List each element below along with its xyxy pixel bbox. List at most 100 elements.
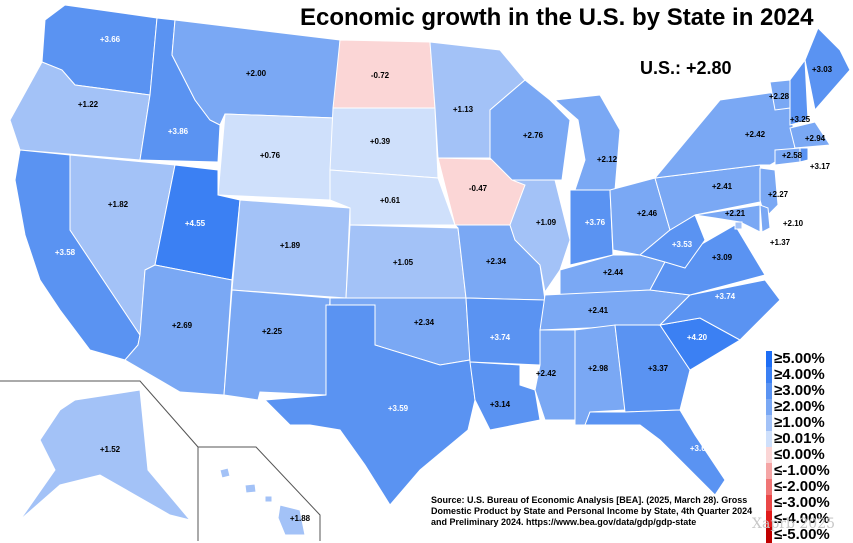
legend-item: ≥5.00% <box>766 351 850 367</box>
legend-label: ≥1.00% <box>774 414 825 431</box>
legend-label: ≥0.01% <box>774 430 825 447</box>
state-MD <box>694 204 761 233</box>
legend-swatch <box>766 383 772 399</box>
state-MA <box>789 121 831 149</box>
state-FL <box>584 409 726 496</box>
state-value-label-MS: +2.42 <box>536 369 557 378</box>
legend-item: ≤0.00% <box>766 447 850 463</box>
state-value-label-MN: +1.13 <box>453 105 474 114</box>
state-value-label-MO: +2.34 <box>486 257 507 266</box>
alaska-inset-frame <box>0 380 199 541</box>
state-value-label-NY: +2.42 <box>745 130 766 139</box>
state-TX <box>263 304 476 506</box>
legend-item: ≤-3.00% <box>766 495 850 511</box>
state-GA <box>614 324 691 413</box>
state-value-label-GA: +3.37 <box>648 364 669 373</box>
state-value-label-RI: +3.17 <box>810 162 831 171</box>
state-value-label-PA: +2.41 <box>712 182 733 191</box>
state-RI <box>799 147 809 163</box>
state-DE <box>759 204 771 233</box>
state-value-label-NM: +2.25 <box>262 327 283 336</box>
legend-swatch <box>766 495 772 511</box>
state-value-label-DE: +2.10 <box>783 219 804 228</box>
state-IN <box>569 189 614 266</box>
state-value-label-ID: +3.86 <box>168 127 189 136</box>
legend-item: ≥1.00% <box>766 415 850 431</box>
legend-label: ≤-1.00% <box>774 462 830 479</box>
legend-item: ≤-1.00% <box>766 463 850 479</box>
state-value-label-CT: +2.58 <box>782 151 803 160</box>
legend-swatch <box>766 527 772 543</box>
state-value-label-MA: +2.94 <box>805 134 826 143</box>
state-value-label-SC: +4.20 <box>687 333 708 342</box>
state-value-label-CA: +3.58 <box>55 248 76 257</box>
state-value-label-WI: +2.76 <box>523 131 544 140</box>
state-value-label-AR: +3.74 <box>490 333 511 342</box>
state-value-label-NV: +1.82 <box>108 200 129 209</box>
legend-label: ≤-4.00% <box>774 510 830 527</box>
legend-label: ≥4.00% <box>774 366 825 383</box>
state-value-label-IA: -0.47 <box>469 184 488 193</box>
state-value-label-AL: +2.98 <box>588 364 609 373</box>
state-value-label-VA: +3.09 <box>712 253 733 262</box>
state-value-label-WA: +3.66 <box>100 35 121 44</box>
state-value-label-WV: +3.53 <box>672 240 693 249</box>
legend-swatch <box>766 351 772 367</box>
state-value-label-FL: +3.62 <box>690 444 711 453</box>
state-HI <box>219 467 306 536</box>
state-value-label-HI: +1.88 <box>290 514 311 523</box>
state-value-label-VT: +2.28 <box>769 92 790 101</box>
legend-item: ≤-2.00% <box>766 479 850 495</box>
state-value-label-NJ: +2.27 <box>768 190 789 199</box>
state-ME <box>804 27 851 112</box>
legend-swatch <box>766 367 772 383</box>
state-value-label-MD: +2.21 <box>725 209 746 218</box>
state-DC <box>734 221 743 230</box>
state-IL <box>509 179 571 294</box>
state-value-label-OK: +2.34 <box>414 318 435 327</box>
legend-swatch <box>766 511 772 527</box>
state-LA <box>469 361 541 431</box>
legend-swatch <box>766 479 772 495</box>
legend-label: ≤-5.00% <box>774 526 830 543</box>
state-value-label-TX: +3.59 <box>388 404 409 413</box>
state-value-label-MI: +2.12 <box>597 155 618 164</box>
legend-swatch <box>766 447 772 463</box>
state-AZ <box>124 264 233 396</box>
state-value-label-OR: +1.22 <box>78 100 99 109</box>
state-value-label-LA: +3.14 <box>490 400 511 409</box>
state-value-label-IN: +3.76 <box>585 218 606 227</box>
state-value-label-IL: +1.09 <box>536 218 557 227</box>
legend-label: ≥5.00% <box>774 350 825 367</box>
state-value-label-OH: +2.46 <box>637 209 658 218</box>
legend-item: ≥2.00% <box>766 399 850 415</box>
legend-label: ≥3.00% <box>774 382 825 399</box>
legend-label: ≤-3.00% <box>774 494 830 511</box>
legend-item: ≤-5.00% <box>766 527 850 543</box>
legend-item: ≤-4.00% <box>766 511 850 527</box>
legend: ≥5.00% ≥4.00% ≥3.00% ≥2.00% ≥1.00% ≥0.01% ≤0.0… <box>766 351 850 543</box>
state-NH <box>789 58 809 126</box>
legend-swatch <box>766 399 772 415</box>
state-AK <box>19 389 192 521</box>
state-NJ <box>759 167 779 219</box>
state-value-label-KS: +1.05 <box>393 258 414 267</box>
state-value-label-NC: +3.74 <box>715 292 736 301</box>
state-value-label-UT: +4.55 <box>185 219 206 228</box>
state-value-label-KY: +2.44 <box>603 268 624 277</box>
hawaii-inset-frame <box>198 446 321 541</box>
state-value-label-DC: +1.37 <box>770 238 791 247</box>
state-value-label-ND: -0.72 <box>371 71 390 80</box>
state-value-label-CO: +1.89 <box>280 241 301 250</box>
legend-item: ≥4.00% <box>766 367 850 383</box>
state-value-label-NE: +0.61 <box>380 196 401 205</box>
state-AR <box>465 297 546 366</box>
state-value-label-TN: +2.41 <box>588 306 609 315</box>
state-value-label-SD: +0.39 <box>370 137 391 146</box>
state-WI <box>489 79 571 181</box>
legend-swatch <box>766 415 772 431</box>
legend-swatch <box>766 463 772 479</box>
state-value-label-MT: +2.00 <box>246 69 267 78</box>
state-value-label-AK: +1.52 <box>100 445 121 454</box>
